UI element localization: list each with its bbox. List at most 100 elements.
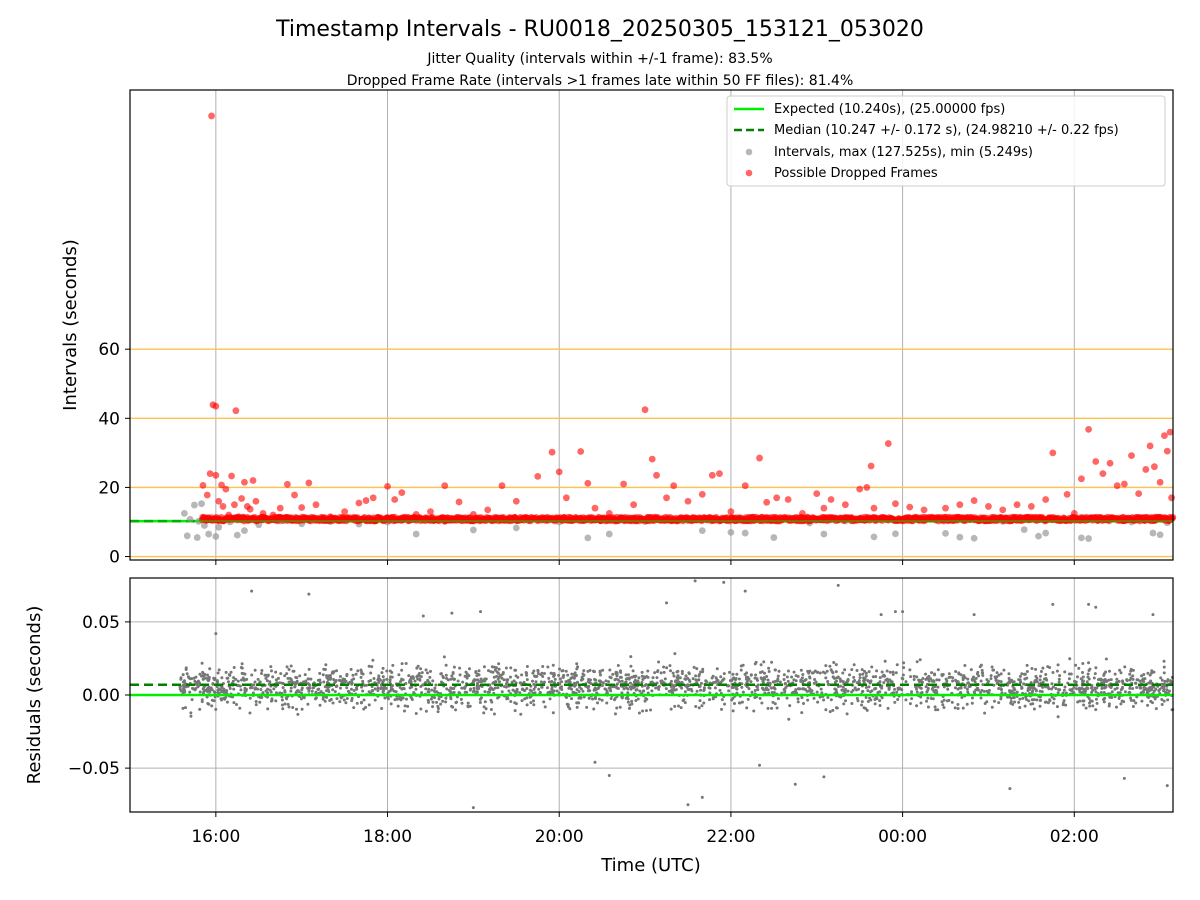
residual-point (509, 666, 513, 670)
residual-point (746, 697, 750, 701)
residual-point (529, 689, 533, 693)
residual-point (624, 680, 628, 684)
residual-point (737, 677, 741, 681)
residual-point (551, 711, 555, 715)
residual-point (214, 707, 218, 711)
residual-point (918, 685, 922, 689)
residual-point (701, 670, 705, 674)
residual-point (801, 673, 805, 677)
residual-point (1140, 674, 1144, 678)
residual-point (995, 681, 999, 685)
residual-point (740, 685, 744, 689)
intervals-grid (130, 90, 1173, 560)
residual-point (184, 666, 188, 670)
interval-point (190, 501, 198, 509)
residual-point (1095, 701, 1099, 705)
residual-point (325, 674, 329, 678)
residual-point (253, 687, 257, 691)
dropped-frame-point (584, 479, 592, 487)
residual-point (1159, 676, 1163, 680)
dropped-frame-point (362, 497, 370, 504)
dropped-frame-point (999, 506, 1007, 514)
residual-point (235, 703, 239, 707)
residual-point (1091, 689, 1095, 693)
residual-point (761, 679, 765, 683)
residual-point (401, 686, 405, 690)
residual-point (560, 687, 564, 691)
residual-point (756, 688, 760, 692)
residual-point (683, 677, 687, 681)
dropped-frame-point (820, 504, 828, 512)
residual-point (619, 670, 623, 674)
residual-point (700, 704, 704, 708)
residual-point (796, 700, 800, 704)
dropped-frame-point (741, 482, 749, 490)
residual-point (489, 670, 493, 674)
residual-point (934, 708, 938, 712)
residual-point (359, 701, 363, 705)
residual-point (211, 682, 215, 686)
dropped-frame-point (215, 497, 223, 505)
residual-point (1040, 690, 1044, 694)
residual-point (767, 669, 771, 673)
residual-point (279, 672, 283, 676)
residuals-y-tick-label: 0.05 (82, 613, 120, 633)
residual-point (842, 702, 846, 706)
residual-point (1063, 685, 1067, 689)
dropped-frame-point (1161, 432, 1168, 439)
residual-point (307, 689, 311, 693)
residual-point (1122, 776, 1126, 780)
residual-point (637, 711, 641, 715)
residual-point (1166, 698, 1170, 702)
residual-point (529, 701, 533, 705)
residual-point (309, 677, 313, 681)
residual-point (371, 658, 375, 662)
residual-point (280, 703, 284, 707)
residual-point (212, 690, 216, 694)
residual-point (629, 655, 633, 659)
residual-point (239, 688, 243, 692)
residual-point (579, 678, 583, 682)
residual-point (457, 690, 461, 694)
residual-point (901, 673, 905, 677)
interval-point (970, 534, 978, 542)
residual-point (186, 675, 190, 679)
residual-point (734, 677, 738, 681)
residual-point (181, 689, 185, 693)
residual-point (740, 682, 744, 686)
residual-point (439, 672, 443, 676)
residual-point (855, 681, 859, 685)
residual-point (444, 673, 448, 677)
residual-point (1117, 679, 1121, 683)
residual-point (465, 690, 469, 694)
residual-point (932, 689, 936, 693)
residual-point (293, 684, 297, 688)
residual-point (605, 691, 609, 695)
residual-point (322, 680, 326, 684)
residual-point (720, 707, 724, 711)
dropped-frame-point (512, 497, 520, 505)
residual-point (444, 700, 448, 704)
residual-point (396, 704, 400, 708)
residual-point (283, 674, 287, 678)
residual-point (702, 701, 706, 705)
residual-point (479, 696, 483, 700)
residual-point (1123, 665, 1127, 669)
residual-point (188, 690, 192, 694)
residual-point (324, 663, 328, 667)
residual-point (1008, 787, 1012, 791)
residual-point (870, 689, 874, 693)
dropped-frame-point (241, 478, 248, 486)
residual-point (419, 707, 423, 711)
dropped-frame-point (1042, 496, 1050, 503)
residual-point (862, 676, 866, 680)
residual-point (254, 703, 258, 707)
residual-point (831, 708, 835, 712)
residual-point (626, 691, 630, 695)
dropped-frame-point (228, 472, 235, 480)
residual-point (770, 690, 774, 694)
residual-point (216, 688, 220, 692)
dropped-frame-point (341, 508, 349, 516)
residual-point (634, 688, 638, 692)
residual-point (631, 669, 635, 673)
